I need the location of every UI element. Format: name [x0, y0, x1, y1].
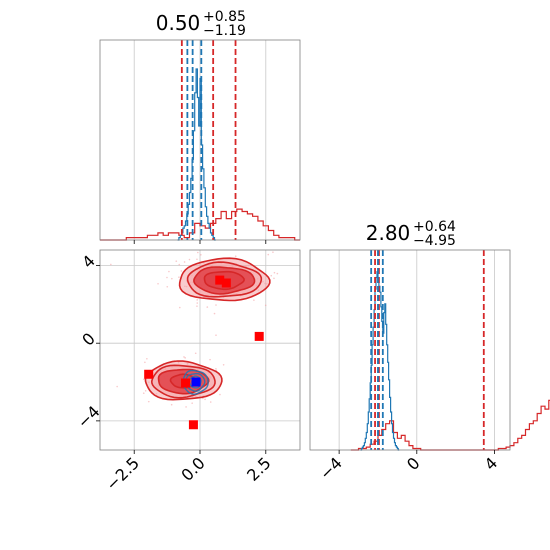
hist-param2-panel: −4 0 4 2.80 +0.64 −4.95 [309, 219, 550, 484]
param2-title: 2.80 [366, 221, 411, 245]
sample-dot [204, 398, 206, 401]
sample-dot [273, 277, 275, 280]
sample-dot [196, 258, 198, 261]
red-square-marker [144, 369, 154, 379]
sample-dot [171, 277, 173, 280]
sample-dot [196, 299, 198, 301]
sample-dot [219, 393, 221, 396]
hist-param2-quantile-lines [370, 250, 485, 450]
hist1-blue-hist [177, 68, 216, 241]
param2-title-plus: +0.64 [413, 219, 456, 235]
sample-dot [142, 378, 145, 381]
sample-dot [166, 276, 168, 279]
scatter-y-tick-label: 0 [78, 329, 99, 350]
scatter-y-tick-label: 4 [78, 251, 99, 272]
sample-dot [202, 397, 204, 400]
sample-dot [168, 270, 170, 273]
scatter-panel: −2.5 0.0 2.5 −4 0 4 [74, 249, 314, 494]
sample-dot [209, 358, 211, 361]
red-square-marker [181, 378, 191, 388]
hist2-red-hist [350, 399, 550, 451]
sample-dot [222, 364, 225, 366]
red-square-marker [221, 278, 231, 288]
sample-dot [206, 306, 209, 308]
scatter-x-tick-label: 0.0 [177, 453, 208, 484]
hist-param1-blue-step [177, 68, 216, 241]
blue-square-marker [191, 377, 201, 387]
sample-dot [183, 261, 186, 263]
sample-dot [213, 312, 216, 315]
hist-param1-ticks [133, 240, 267, 244]
hist-param1-quantile-lines [180, 40, 237, 240]
param1-title-minus: −1.19 [203, 23, 246, 39]
param2-title-median: 2.80 [366, 221, 411, 245]
hist-param2-red-step [350, 399, 550, 451]
scatter-x-tick-label: −2.5 [102, 453, 143, 494]
sample-dot [196, 302, 199, 304]
sample-dot [142, 392, 145, 395]
hist-param1-panel: 0.50 +0.85 −1.19 [99, 9, 301, 244]
hist2-tick-label: 4 [481, 453, 502, 474]
sample-dot [200, 253, 202, 256]
scatter-y-tick-label: −4 [74, 402, 104, 432]
scatter-x-ticks: −2.5 0.0 2.5 [102, 450, 275, 494]
hist-param2-ticks: −4 0 4 [316, 450, 501, 484]
sample-dot [147, 400, 150, 403]
sample-dot [196, 305, 198, 307]
sample-dot [179, 306, 181, 309]
sample-dot [209, 401, 212, 403]
sample-dot [185, 406, 187, 408]
sample-dot [264, 304, 267, 307]
sample-dot [188, 258, 191, 261]
hist2-tick-label: 0 [403, 453, 424, 474]
sample-dot [146, 357, 148, 360]
sample-dot [183, 356, 185, 358]
hist-param2-frame [309, 249, 511, 451]
sample-dot [276, 272, 279, 275]
param1-title: 0.50 [156, 11, 201, 35]
sample-dot [253, 299, 255, 301]
sample-dot [312, 279, 314, 281]
sample-dot [215, 304, 217, 306]
scatter-contours [144, 257, 271, 401]
sample-dot [116, 385, 118, 388]
red-square-marker [188, 420, 198, 430]
sample-dot [267, 253, 270, 256]
sample-dot [215, 367, 217, 370]
sample-dot [144, 389, 147, 392]
hist-param2-blue-step [360, 271, 400, 451]
hist2-tick-label: −4 [316, 453, 346, 483]
scatter-y-ticks: −4 0 4 [74, 251, 104, 432]
sample-dot [157, 282, 159, 285]
red-square-marker [215, 275, 225, 285]
sample-dot [178, 276, 180, 279]
sample-dot [197, 251, 199, 254]
sample-dot [180, 270, 183, 272]
red-square-marker [254, 331, 264, 341]
sample-dot [144, 361, 146, 364]
hist-param1-grid [133, 40, 267, 240]
sample-dot [194, 352, 197, 355]
sample-dot [273, 271, 276, 274]
sample-dot [170, 403, 173, 406]
sample-dot [270, 274, 273, 277]
sample-dot [215, 334, 217, 336]
sample-dot [191, 402, 193, 404]
param1-title-median: 0.50 [156, 11, 201, 35]
sample-dot [272, 251, 274, 253]
sample-dot [178, 263, 181, 266]
scatter-x-tick-label: 2.5 [243, 453, 274, 484]
param2-title-minus: −4.95 [413, 233, 456, 249]
hist-param2-grid [338, 250, 495, 450]
scatter-markers [144, 275, 264, 430]
sample-dot [184, 357, 186, 359]
sample-dot [166, 285, 169, 288]
sample-dot [110, 263, 112, 266]
hist2-blue-hist [360, 271, 400, 451]
sample-dot [234, 255, 237, 257]
param1-title-plus: +0.85 [203, 9, 246, 25]
sample-dot [175, 260, 178, 262]
